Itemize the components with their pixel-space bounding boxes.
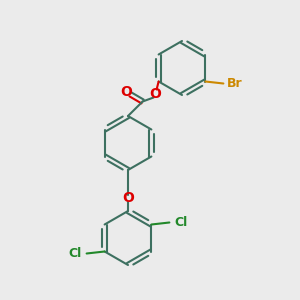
Text: O: O [121,85,133,98]
Text: O: O [122,191,134,205]
Text: O: O [150,86,162,100]
Text: Cl: Cl [174,216,188,229]
Text: Br: Br [226,77,242,90]
Text: Cl: Cl [68,247,82,260]
